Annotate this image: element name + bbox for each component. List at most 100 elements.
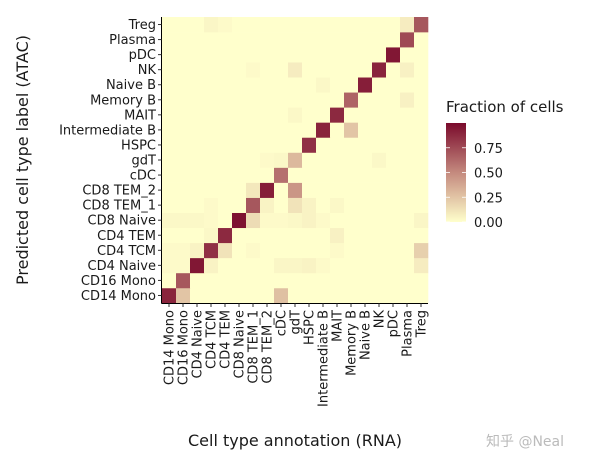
heatmap-cell [190,287,205,304]
heatmap-cell [302,107,317,123]
heatmap-cell [414,242,429,259]
heatmap-cell [414,77,429,93]
heatmap-cell [246,257,261,274]
heatmap-cell [246,32,261,48]
heatmap-cell [386,47,401,63]
heatmap-cell [372,137,387,153]
heatmap-cell [400,212,415,229]
heatmap-cell [176,92,191,108]
heatmap-cell [162,47,177,63]
y-tick-label: gdT [132,154,157,169]
heatmap-cell [386,122,401,138]
x-tick-label: Treg [415,310,430,338]
heatmap-cell [372,32,387,48]
heatmap-cell [176,137,191,153]
heatmap-cell [176,212,191,229]
heatmap-cell [204,242,219,259]
heatmap-cell [400,152,415,168]
heatmap-cell [414,92,429,108]
heatmap-cell [358,62,373,78]
heatmap-cell [218,92,233,108]
heatmap-cell [260,32,275,48]
heatmap-cell [260,17,275,33]
heatmap-cell [218,152,233,168]
heatmap-cell [232,47,247,63]
heatmap-cell [316,17,331,33]
heatmap-cell [372,212,387,229]
heatmap-cell [386,287,401,304]
heatmap-cell [176,32,191,48]
heatmap-cell [204,212,219,229]
heatmap-cell [176,17,191,33]
heatmap-cell [204,107,219,123]
heatmap-cell [190,152,205,168]
heatmap-cell [204,47,219,63]
heatmap-cell [358,77,373,93]
heatmap-cell [400,242,415,259]
heatmap-cell [288,152,303,168]
heatmap-cell [232,272,247,289]
x-tick-label: MAIT [331,310,346,342]
heatmap-cell [204,227,219,244]
heatmap-cell [330,137,345,153]
heatmap-cell [344,227,359,244]
heatmap-cell [274,77,289,93]
heatmap-cell [302,17,317,33]
legend-tick-label: 0.75 [474,142,503,157]
heatmap-cell [274,227,289,244]
heatmap-cell [358,32,373,48]
heatmap-cell [400,257,415,274]
heatmap-cell [190,212,205,229]
heatmap-cell [330,212,345,229]
x-tick-label: Plasma [401,310,416,357]
heatmap-cell [414,257,429,274]
heatmap-cell [302,287,317,304]
heatmap-cell [246,152,261,168]
heatmap-cell [218,122,233,138]
x-tick-label: gdT [289,310,304,335]
heatmap-cell [330,197,345,213]
heatmap-cell [400,197,415,213]
heatmap-cell [372,227,387,244]
heatmap-cell [316,182,331,198]
heatmap-cell [386,167,401,183]
y-tick-label: CD8 Naive [88,214,157,229]
heatmap-cell [372,92,387,108]
heatmap-cell [176,107,191,123]
x-tick-label: CD4 Naive [191,310,206,379]
heatmap-cell [204,152,219,168]
heatmap-cell [414,62,429,78]
heatmap-cell [288,287,303,304]
heatmap-cell [260,167,275,183]
heatmap-cell [162,122,177,138]
heatmap-cell [190,272,205,289]
heatmap-cell [246,47,261,63]
heatmap-cell [218,257,233,274]
heatmap-cell [288,227,303,244]
y-tick-label: CD16 Mono [81,274,156,289]
heatmap-cell [260,47,275,63]
heatmap-cell [288,137,303,153]
heatmap-cell [302,212,317,229]
heatmap-cell [316,287,331,304]
heatmap-cell [400,137,415,153]
heatmap-cell [246,182,261,198]
heatmap-cell [190,62,205,78]
heatmap-cell [344,62,359,78]
heatmap-cell [246,197,261,213]
heatmap-cell [386,107,401,123]
heatmap-cell [344,92,359,108]
heatmap-cell [190,182,205,198]
heatmap-cell [414,227,429,244]
heatmap-cell [414,167,429,183]
heatmap-cell [358,257,373,274]
watermark: 知乎 @Neal [486,433,564,450]
heatmap-cell [260,182,275,198]
heatmap-cell [330,32,345,48]
heatmap-cell [358,212,373,229]
heatmap-cell [274,17,289,33]
heatmap-cell [372,272,387,289]
heatmap-cell [302,62,317,78]
heatmap-cell [246,17,261,33]
